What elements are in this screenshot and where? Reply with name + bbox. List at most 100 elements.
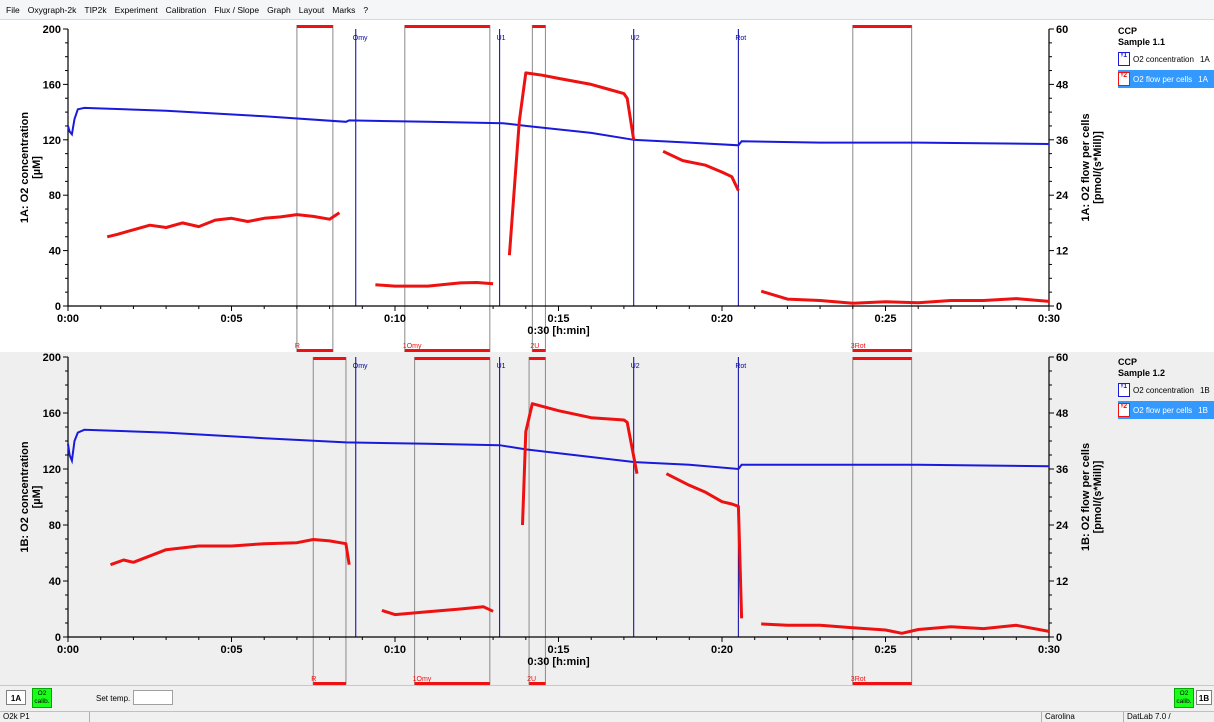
menu-tip2k[interactable]: TIP2k <box>84 4 107 15</box>
operator-status: Carolina <box>1042 712 1124 722</box>
y2-tick-label: 12 <box>1056 246 1068 258</box>
mark-bar-bottom[interactable] <box>532 349 546 352</box>
y-tick-label: 200 <box>43 24 61 36</box>
legend-title: CCP <box>1118 357 1138 367</box>
menu-experiment[interactable]: Experiment <box>114 4 158 15</box>
event-label: U2 <box>631 363 640 370</box>
o2-flow-segment <box>665 472 744 619</box>
menu-graph[interactable]: Graph <box>267 4 291 15</box>
mark-bar-top[interactable] <box>532 25 546 28</box>
x-axis-label: 0:30 [h:min] <box>527 325 590 337</box>
set-temp-field[interactable] <box>133 690 173 705</box>
legend-label: O2 flow per cells <box>1133 405 1193 415</box>
y2-tick-label: 60 <box>1056 352 1068 364</box>
event-label: Omy <box>353 363 368 370</box>
mark-bar-bottom[interactable] <box>529 682 546 685</box>
y-axis-label-line: 1A: O2 concentration <box>19 112 31 224</box>
menu-oxygraph-2k[interactable]: Oxygraph-2k <box>27 4 77 15</box>
mark-bar-top[interactable] <box>296 25 333 28</box>
y-tick-label: 120 <box>43 135 61 147</box>
menu-file[interactable]: File <box>6 4 20 15</box>
x-tick-label: 0:20 <box>711 644 733 656</box>
mark-label: 2U <box>527 676 536 683</box>
mark-label: R <box>311 676 316 683</box>
channel-1a-box[interactable]: 1A <box>6 690 26 705</box>
mark-bar-bottom[interactable] <box>852 349 912 352</box>
y2-tick-label: 0 <box>1056 301 1062 313</box>
y2-tick-label: 12 <box>1056 576 1068 588</box>
y-axis-label-line: 1B: O2 concentration <box>19 441 31 553</box>
legend-item-o2-flow[interactable]: ᵞ2 O2 flow per cells 1B <box>1118 401 1214 419</box>
menu-help[interactable]: ? <box>363 4 369 15</box>
mark-bar-top[interactable] <box>313 357 346 360</box>
y-tick-label: 80 <box>49 520 61 532</box>
legend-label: O2 flow per cells <box>1133 74 1193 84</box>
legend-item-o2-concentration[interactable]: ᵞ1 O2 concentration 1B <box>1118 381 1214 399</box>
channel-1b-box[interactable]: 1B <box>1196 690 1212 705</box>
legend-item-o2-flow[interactable]: ᵞ2 O2 flow per cells 1A <box>1118 70 1214 88</box>
menu-calibration[interactable]: Calibration <box>165 4 207 15</box>
mark-bar-top[interactable] <box>414 357 490 360</box>
status-bar: O2k P1 Carolina DatLab 7.0 / <box>0 711 1214 722</box>
menu-bar: File Oxygraph-2k TIP2k Experiment Calibratio… <box>0 0 1214 20</box>
legend-label: O2 concentration <box>1133 385 1194 395</box>
mark-bar-top[interactable] <box>404 25 490 28</box>
y2-axis-label-line: 1B: O2 flow per cells <box>1080 443 1092 551</box>
mark-bar-top[interactable] <box>529 357 546 360</box>
mark-label: 3Rot <box>851 676 866 683</box>
y2-tick-label: 36 <box>1056 464 1068 476</box>
mark-bar-bottom[interactable] <box>404 349 490 352</box>
legend-item-o2-concentration[interactable]: ᵞ1 O2 concentration 1A <box>1118 50 1214 68</box>
y2-tick-label: 48 <box>1056 408 1068 420</box>
o2-calib-indicator-left[interactable]: O2 calib. <box>32 688 52 708</box>
mark-bar-top[interactable] <box>852 357 912 360</box>
y2-axis-label: 1A: O2 flow per cells [pmol/(s*Mill)] <box>1080 113 1104 221</box>
device-status: O2k P1 <box>0 712 90 722</box>
y-tick-label: 40 <box>49 576 61 588</box>
chart-1a: R 1Omy 2U 3Rot Omy U1 U2 Rot 0 40 80 120 160 200 0 12 24… <box>19 24 1104 352</box>
mark-bar-top[interactable] <box>852 25 912 28</box>
o2-flow-segment <box>507 71 636 256</box>
y2-axis-label-line: [pmol/(s*Mill)] <box>1092 460 1104 533</box>
y-axis-label-line: [µM] <box>31 485 43 508</box>
status-spacer <box>90 712 1042 722</box>
y-tick-label: 200 <box>43 352 61 364</box>
x-tick-label: 0:00 <box>57 313 79 325</box>
y2-tick-label: 24 <box>1056 190 1069 202</box>
o2-concentration-line <box>67 428 1050 471</box>
x-tick-label: 0:05 <box>220 644 242 656</box>
mark-label: 3Rot <box>851 343 866 350</box>
x-tick-label: 0:00 <box>57 644 79 656</box>
y-axis-label: 1A: O2 concentration [µM] <box>19 112 43 224</box>
y-tick-label: 80 <box>49 190 61 202</box>
menu-flux-slope[interactable]: Flux / Slope <box>214 4 260 15</box>
legend-channel-code: 1B <box>1198 405 1208 415</box>
y-tick-label: 40 <box>49 246 61 258</box>
y2-tick-label: 24 <box>1056 520 1069 532</box>
x-tick-label: 0:25 <box>874 644 896 656</box>
x-tick-label: 0:25 <box>874 313 896 325</box>
o2-calib-indicator-right[interactable]: O2 calib. <box>1174 688 1194 708</box>
menu-layout[interactable]: Layout <box>298 4 325 15</box>
mark-bar-bottom[interactable] <box>313 682 346 685</box>
x-tick-label: 0:15 <box>547 644 569 656</box>
mark-bar-bottom[interactable] <box>414 682 490 685</box>
o2-flow-segment <box>761 622 1050 635</box>
mark-bar-bottom[interactable] <box>852 682 912 685</box>
legend-channel-code: 1A <box>1198 74 1208 84</box>
y-tick-label: 0 <box>55 301 61 313</box>
mark-bar-bottom[interactable] <box>296 349 333 352</box>
o2-flow-segment <box>521 402 639 526</box>
event-label: Rot <box>735 35 746 42</box>
y2-tick-label: 0 <box>1056 632 1062 644</box>
mark-label: 1Omy <box>403 343 422 350</box>
x-tick-label: 0:20 <box>711 313 733 325</box>
menu-marks[interactable]: Marks <box>332 4 356 15</box>
y2-axis-label-line: [pmol/(s*Mill)] <box>1092 131 1104 204</box>
o2-flow-segment <box>375 281 494 288</box>
x-tick-label: 0:30 <box>1038 644 1060 656</box>
o2-flow-segment <box>760 289 1050 305</box>
legend-channel-code: 1B <box>1199 385 1210 395</box>
y2-tick-label: 48 <box>1056 79 1068 91</box>
x-axis-label: 0:30 [h:min] <box>527 656 590 668</box>
